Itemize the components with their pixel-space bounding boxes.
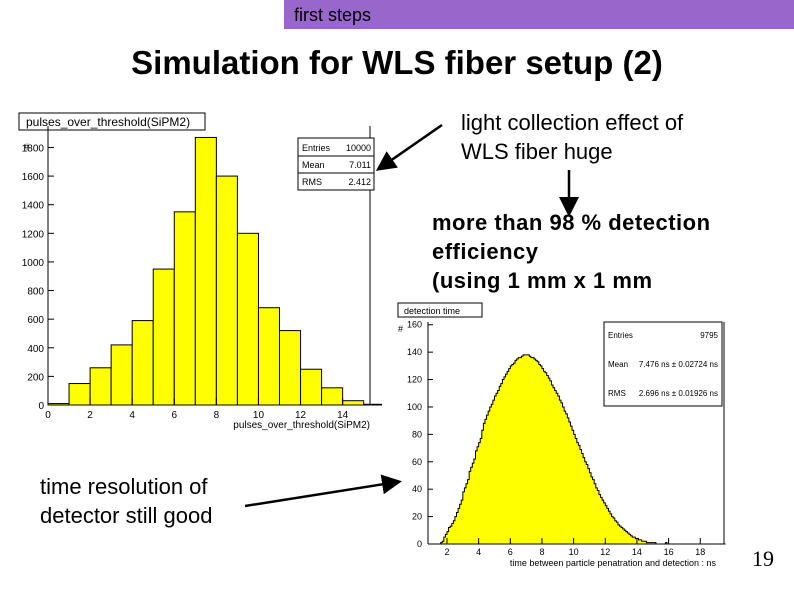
hist2-xtick-label: 14 <box>632 547 642 557</box>
hist1-ytick-label: 1200 <box>22 229 45 240</box>
hist2-mean-value: 7.476 ns ± 0.02724 ns <box>639 360 718 369</box>
hist2-xtick-label: 18 <box>695 547 705 557</box>
hist1-mean-label: Mean <box>302 160 325 170</box>
hist2-entries-value: 9795 <box>700 331 718 340</box>
hist2-ytick-label: 140 <box>407 347 422 357</box>
hist1-ytick-label: 400 <box>27 344 44 355</box>
hist1-title: pulses_over_threshold(SiPM2) <box>26 115 190 129</box>
hist1-xtick-label: 14 <box>337 410 349 421</box>
hist2-xlabel: time between particle penatration and de… <box>510 558 717 568</box>
note-eff-line3: (using 1 mm x 1 mm <box>432 268 653 293</box>
hist1-ytick-label: 0 <box>38 401 44 412</box>
hist2-ytick-label: 20 <box>412 512 422 522</box>
hist2-xtick-label: 16 <box>664 547 674 557</box>
hist1-bar <box>363 403 382 406</box>
hist1-ytick-label: 800 <box>27 287 44 298</box>
arrow-to-time-hist <box>244 474 402 508</box>
hist2-rms-label: RMS <box>608 389 626 398</box>
hist2-xtick-label: 6 <box>508 547 513 557</box>
hist1-xtick-label: 12 <box>295 410 307 421</box>
hist1-ytick-label: 600 <box>27 315 44 326</box>
hist1-xtick-label: 0 <box>45 410 51 421</box>
note-light-line2: WLS fiber huge <box>461 139 613 164</box>
histogram-pulses: pulses_over_threshold(SiPM2) # 020040060… <box>18 110 382 434</box>
hist1-xtick-label: 2 <box>87 410 93 421</box>
hist1-ytick-label: 200 <box>27 372 44 383</box>
hist2-entries-label: Entries <box>608 331 633 340</box>
hist2-statbox <box>603 321 723 407</box>
hist2-mean-label: Mean <box>608 360 628 369</box>
hist1-ytick-label: 1800 <box>22 143 45 154</box>
arrow-to-stats <box>375 123 443 171</box>
hist2-ylabel: # <box>398 324 403 334</box>
hist1-bar <box>321 387 344 406</box>
hist1-xtick-label: 4 <box>129 410 135 421</box>
hist2-ytick-label: 60 <box>412 457 422 467</box>
hist1-rms-label: RMS <box>302 177 322 187</box>
hist1-ylabel: # <box>24 142 29 152</box>
section-tag-label: first steps <box>294 5 372 25</box>
hist1-mean-value: 7.011 <box>349 160 371 170</box>
hist2-bins <box>431 354 726 545</box>
hist1-xtick-label: 6 <box>171 410 177 421</box>
hist2-ytick-label: 0 <box>417 539 422 549</box>
hist1-bar <box>279 330 302 406</box>
hist2-rms-value: 2.696 ns ± 0.01926 ns <box>639 389 718 398</box>
hist2-title-box <box>397 302 483 318</box>
hist1-title-box <box>18 112 206 131</box>
hist1-xtick-label: 8 <box>214 410 220 421</box>
section-tag: first steps <box>284 0 794 29</box>
hist2-title: detection time <box>404 306 460 316</box>
hist1-ytick-label: 1000 <box>22 258 45 269</box>
hist2-xtick-label: 8 <box>539 547 544 557</box>
hist1-ytick-label: 1400 <box>22 201 45 212</box>
hist1-entries-label: Entries <box>302 143 331 153</box>
note-eff-line2: efficiency <box>432 239 539 264</box>
hist1-statbox <box>297 137 375 191</box>
hist1-entries-value: 10000 <box>346 143 371 153</box>
note-light-line1: light collection effect of <box>461 110 684 135</box>
hist2-ytick-label: 100 <box>407 402 422 412</box>
hist2-ytick-label: 120 <box>407 375 422 385</box>
note-time-resolution: time resolution of detector still good <box>40 472 212 530</box>
hist2-ytick-label: 80 <box>412 429 422 439</box>
note-time-line1: time resolution of <box>40 474 208 499</box>
hist1-rms-value: 2.412 <box>348 177 371 187</box>
hist2-xtick-label: 2 <box>444 547 449 557</box>
hist2-xtick-label: 4 <box>476 547 481 557</box>
hist1-bar <box>300 368 323 406</box>
note-time-line2: detector still good <box>40 503 213 528</box>
hist2-xtick-label: 10 <box>569 547 579 557</box>
slide-number: 19 <box>752 546 774 571</box>
hist2-ytick-label: 160 <box>407 320 422 330</box>
hist2-ytick-label: 40 <box>412 484 422 494</box>
note-light-collection: light collection effect of WLS fiber hug… <box>461 108 683 166</box>
hist1-xtick-label: 10 <box>253 410 265 421</box>
hist1-ytick-label: 1600 <box>22 172 45 183</box>
hist2-xtick-label: 12 <box>600 547 610 557</box>
hist1-xlabel: pulses_over_threshold(SiPM2) <box>233 420 370 431</box>
histogram-detection-time: detection time # 0 20 40 60 80 100 120 140 160 2… <box>394 300 728 574</box>
slide-title: Simulation for WLS fiber setup (2) <box>131 44 663 81</box>
